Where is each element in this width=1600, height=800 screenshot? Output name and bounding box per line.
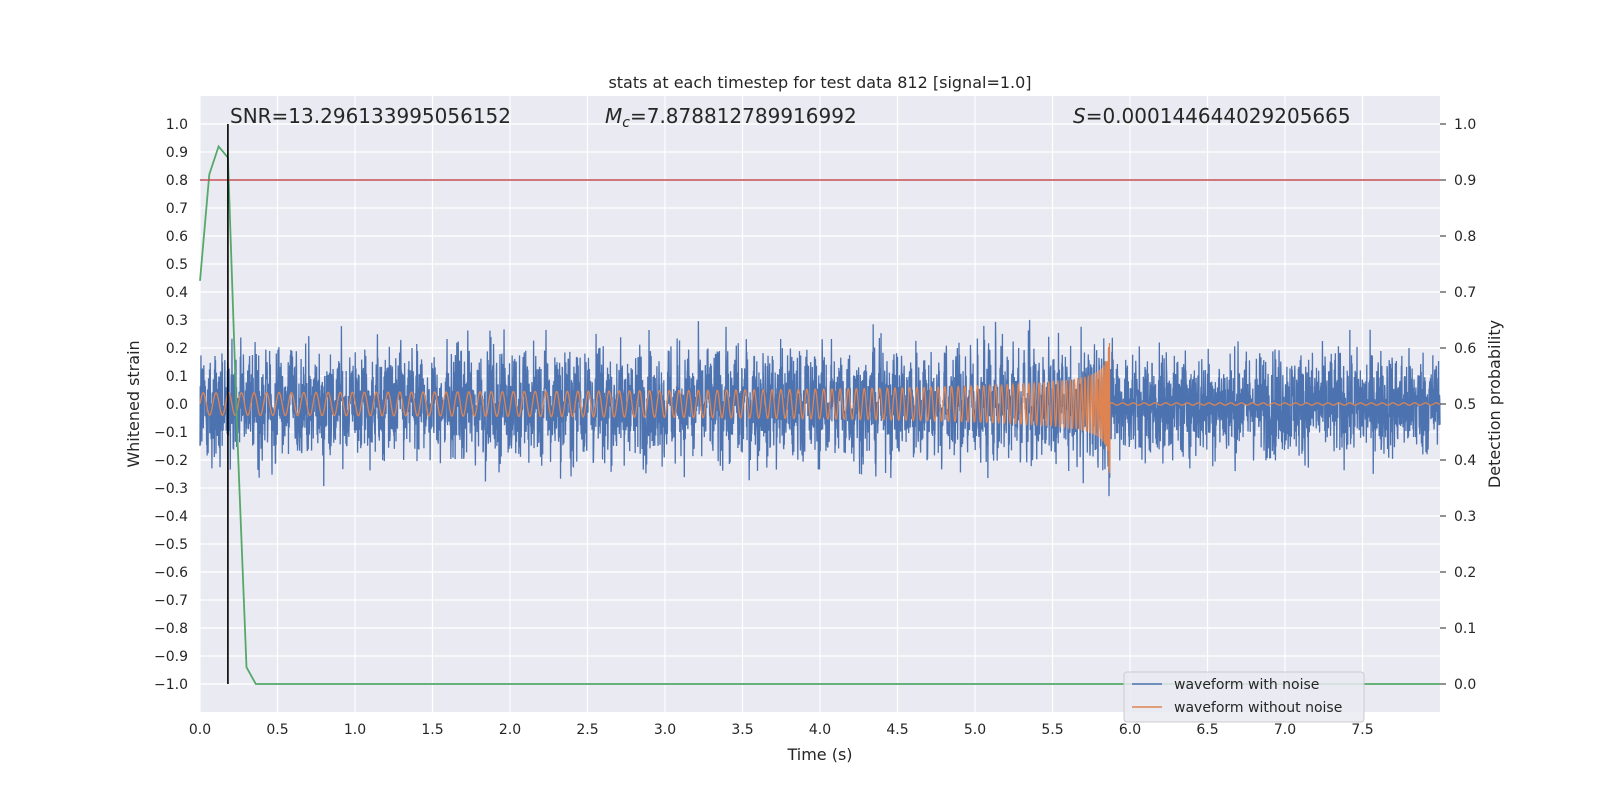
x-tick-label: 4.0 <box>809 722 831 738</box>
y-right-tick-label: 0.8 <box>1454 229 1476 245</box>
y-right-axis-label: Detection probability <box>1485 320 1504 488</box>
x-tick-label: 3.5 <box>731 722 753 738</box>
snr-annotation: SNR=13.296133995056152 <box>230 104 511 128</box>
x-tick-label: 2.5 <box>576 722 598 738</box>
y-left-tick-label: 0.8 <box>166 173 188 189</box>
x-tick-label: 3.0 <box>654 722 676 738</box>
y-right-axis-ticks: 0.0 0.1 0.2 0.3 0.4 0.5 0.6 0.7 0.8 0.9 1.0 <box>1440 117 1476 693</box>
probability-line <box>199 144 1440 685</box>
y-left-axis-ticks: 1.0 0.9 0.8 0.7 0.6 0.5 0.4 0.3 0.2 0.1 0.0 −0.1 −0.… <box>154 117 188 693</box>
y-right-tick-label: 0.6 <box>1454 341 1476 357</box>
y-right-tick-label: 0.1 <box>1454 621 1476 637</box>
series-detection-probability <box>199 144 1440 685</box>
chirp-mass-subscript: c <box>622 115 630 131</box>
x-axis-ticks: 0.0 0.5 1.0 1.5 2.0 2.5 3.0 3.5 4.0 4.5 5.0 5.5 6.0 6… <box>189 722 1374 738</box>
y-left-tick-label: −0.5 <box>154 537 188 553</box>
x-tick-label: 2.0 <box>499 722 521 738</box>
legend-label-noise: waveform with noise <box>1174 677 1319 693</box>
chirp-mass-value: =7.878812789916992 <box>630 104 857 128</box>
y-left-tick-label: 0.2 <box>166 341 188 357</box>
y-left-axis-label: Whitened strain <box>124 340 143 467</box>
y-right-tick-label: 0.2 <box>1454 565 1476 581</box>
y-left-tick-label: −0.9 <box>154 649 188 665</box>
clean-waveform-line <box>199 343 1441 474</box>
y-right-tick-label: 0.9 <box>1454 173 1476 189</box>
y-left-tick-label: −0.3 <box>154 481 188 497</box>
y-left-tick-label: −0.2 <box>154 453 188 469</box>
y-left-tick-label: −0.6 <box>154 565 188 581</box>
x-tick-label: 5.0 <box>964 722 986 738</box>
y-left-tick-label: −0.1 <box>154 425 188 441</box>
chart-title: stats at each timestep for test data 812… <box>608 73 1031 92</box>
y-left-tick-label: 0.3 <box>166 313 188 329</box>
y-right-tick-label: 0.4 <box>1454 453 1476 469</box>
y-left-tick-label: 0.9 <box>166 145 188 161</box>
y-left-tick-label: −0.4 <box>154 509 188 525</box>
x-tick-label: 1.5 <box>421 722 443 738</box>
x-tick-label: 7.0 <box>1274 722 1296 738</box>
x-tick-label: 7.5 <box>1351 722 1373 738</box>
x-axis-label: Time (s) <box>786 745 852 764</box>
legend-label-clean: waveform without noise <box>1174 700 1342 716</box>
y-left-tick-label: 1.0 <box>166 117 188 133</box>
x-tick-label: 0.0 <box>189 722 211 738</box>
x-tick-label: 6.0 <box>1119 722 1141 738</box>
x-tick-label: 1.0 <box>344 722 366 738</box>
y-right-tick-label: 1.0 <box>1454 117 1476 133</box>
legend: waveform with noise waveform without noi… <box>1123 671 1365 723</box>
legend-box <box>1123 671 1365 723</box>
y-left-tick-label: −0.7 <box>154 593 188 609</box>
chirp-mass-annotation: Mc=7.878812789916992 <box>605 104 857 131</box>
y-right-tick-label: 0.7 <box>1454 285 1476 301</box>
y-left-tick-label: 0.4 <box>166 285 188 301</box>
y-right-tick-label: 0.0 <box>1454 677 1476 693</box>
x-tick-label: 6.5 <box>1196 722 1218 738</box>
y-left-tick-label: 0.6 <box>166 229 188 245</box>
x-tick-label: 4.5 <box>886 722 908 738</box>
y-left-tick-label: 0.1 <box>166 369 188 385</box>
series-waveform-without-noise <box>199 343 1441 474</box>
y-left-tick-label: 0.7 <box>166 201 188 217</box>
reference-lines <box>200 124 1440 684</box>
y-left-tick-label: 0.5 <box>166 257 188 273</box>
chirp-mass-symbol: M <box>605 104 622 128</box>
y-left-tick-label: −0.8 <box>154 621 188 637</box>
s-annotation: S=0.000144644029205665 <box>1073 104 1351 128</box>
y-right-tick-label: 0.5 <box>1454 397 1476 413</box>
y-left-tick-label: 0.0 <box>166 397 188 413</box>
x-tick-label: 5.5 <box>1041 722 1063 738</box>
s-value: =0.000144644029205665 <box>1086 104 1351 128</box>
s-symbol: S <box>1073 104 1086 128</box>
y-right-tick-label: 0.3 <box>1454 509 1476 525</box>
y-left-tick-label: −1.0 <box>154 677 188 693</box>
x-tick-label: 0.5 <box>266 722 288 738</box>
